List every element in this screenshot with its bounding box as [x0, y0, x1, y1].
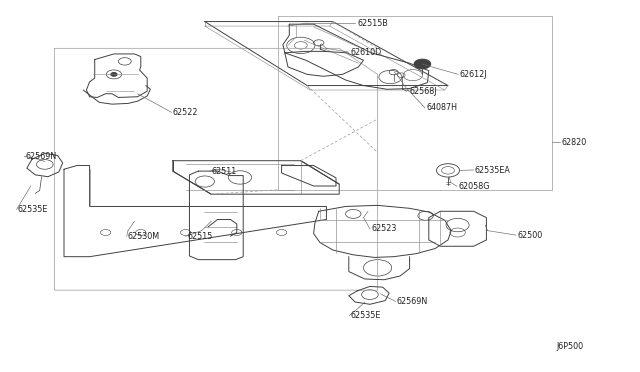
Circle shape — [414, 59, 431, 69]
Text: 62515B: 62515B — [357, 19, 388, 28]
Text: 62535E: 62535E — [351, 311, 381, 320]
Text: 62522: 62522 — [173, 108, 198, 117]
Text: 62523: 62523 — [371, 224, 397, 233]
Text: 62535EA: 62535EA — [475, 166, 511, 174]
Text: 62612J: 62612J — [460, 70, 487, 79]
Circle shape — [111, 73, 117, 76]
Text: 62511: 62511 — [211, 167, 236, 176]
Text: 62568J: 62568J — [410, 87, 437, 96]
Text: 62058G: 62058G — [458, 182, 490, 191]
Text: 62535E: 62535E — [18, 205, 48, 214]
Text: 62515: 62515 — [188, 232, 213, 241]
Text: J6P500: J6P500 — [557, 342, 584, 351]
Text: 62500: 62500 — [517, 231, 542, 240]
Text: 62610D: 62610D — [351, 48, 382, 57]
Text: 62820: 62820 — [562, 138, 587, 147]
Text: 62569N: 62569N — [397, 297, 428, 306]
Text: 62530M: 62530M — [128, 232, 160, 241]
Text: 62569N: 62569N — [26, 152, 57, 161]
Text: 64087H: 64087H — [426, 103, 457, 112]
